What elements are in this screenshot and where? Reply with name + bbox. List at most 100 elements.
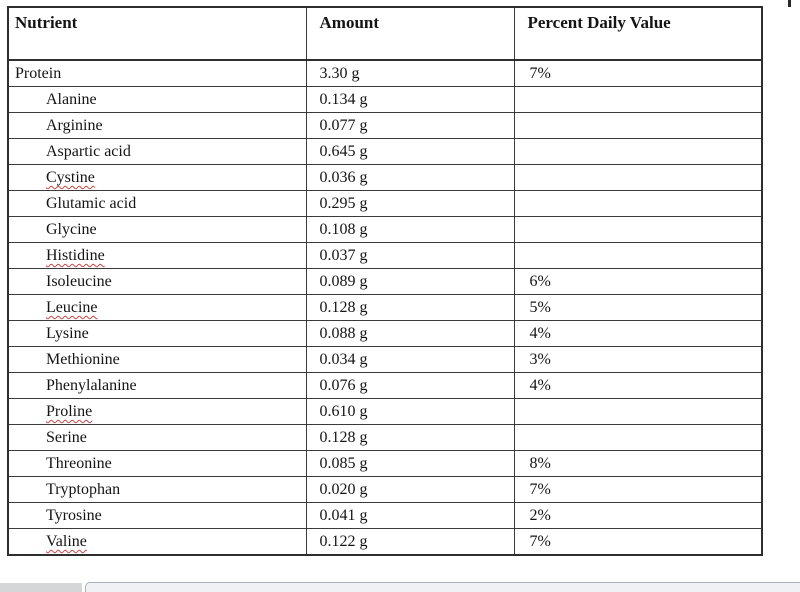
percent-cell: 8% xyxy=(513,450,763,477)
table-row: Threonine 0.085 g 8% xyxy=(7,450,763,477)
scrollbar-corner xyxy=(0,583,82,592)
percent-cell: 5% xyxy=(513,294,763,321)
column-header-amount: Amount xyxy=(305,6,515,61)
text-caret-mark xyxy=(788,0,791,7)
table-row: Valine 0.122 g 7% xyxy=(7,528,763,556)
percent-cell xyxy=(513,112,763,139)
nutrient-name: Proline xyxy=(46,403,93,420)
table-row: Cystine 0.036 g xyxy=(7,164,763,191)
table-row: Protein 3.30 g 7% xyxy=(7,59,763,87)
nutrient-name: Valine xyxy=(46,533,87,550)
percent-cell xyxy=(513,138,763,165)
percent-cell: 7% xyxy=(513,476,763,503)
nutrient-cell: Aspartic acid xyxy=(7,138,307,165)
percent-cell: 6% xyxy=(513,268,763,295)
percent-cell: 3% xyxy=(513,346,763,373)
amount-cell: 0.076 g xyxy=(305,372,515,399)
amount-cell: 0.128 g xyxy=(305,424,515,451)
table-row: Aspartic acid 0.645 g xyxy=(7,138,763,165)
nutrient-name: Histidine xyxy=(46,247,105,264)
nutrient-name: Lysine xyxy=(46,325,89,342)
nutrient-name: Isoleucine xyxy=(46,273,112,290)
table-header-row: Nutrient Amount Percent Daily Value xyxy=(7,6,763,61)
nutrient-cell: Valine xyxy=(7,528,307,556)
amount-cell: 0.034 g xyxy=(305,346,515,373)
nutrient-name: Arginine xyxy=(46,117,103,134)
nutrient-cell: Leucine xyxy=(7,294,307,321)
nutrient-name: Protein xyxy=(15,65,62,82)
table-row: Tryptophan 0.020 g 7% xyxy=(7,476,763,503)
percent-cell xyxy=(513,424,763,451)
nutrient-name: Alanine xyxy=(46,91,97,108)
table-row: Tyrosine 0.041 g 2% xyxy=(7,502,763,529)
bottom-scrollbar-strip xyxy=(0,580,800,592)
nutrient-cell: Methionine xyxy=(7,346,307,373)
nutrient-name: Serine xyxy=(46,429,87,446)
horizontal-scrollbar[interactable] xyxy=(85,582,800,592)
amount-cell: 0.295 g xyxy=(305,190,515,217)
percent-cell: 7% xyxy=(513,59,763,87)
amount-cell: 0.128 g xyxy=(305,294,515,321)
amount-cell: 0.041 g xyxy=(305,502,515,529)
nutrient-cell: Glutamic acid xyxy=(7,190,307,217)
table-row: Glutamic acid 0.295 g xyxy=(7,190,763,217)
nutrient-cell: Phenylalanine xyxy=(7,372,307,399)
nutrient-cell: Histidine xyxy=(7,242,307,269)
amount-cell: 0.077 g xyxy=(305,112,515,139)
nutrient-name: Tryptophan xyxy=(46,481,121,498)
table-row: Methionine 0.034 g 3% xyxy=(7,346,763,373)
table-row: Isoleucine 0.089 g 6% xyxy=(7,268,763,295)
amount-cell: 0.088 g xyxy=(305,320,515,347)
table-row: Lysine 0.088 g 4% xyxy=(7,320,763,347)
nutrient-cell: Tyrosine xyxy=(7,502,307,529)
table-row: Arginine 0.077 g xyxy=(7,112,763,139)
amount-cell: 0.036 g xyxy=(305,164,515,191)
amount-cell: 0.134 g xyxy=(305,86,515,113)
table-row: Alanine 0.134 g xyxy=(7,86,763,113)
amount-cell: 0.085 g xyxy=(305,450,515,477)
nutrient-cell: Tryptophan xyxy=(7,476,307,503)
percent-cell: 2% xyxy=(513,502,763,529)
nutrient-cell: Protein xyxy=(7,59,307,87)
amount-cell: 0.610 g xyxy=(305,398,515,425)
table-row: Phenylalanine 0.076 g 4% xyxy=(7,372,763,399)
nutrient-name: Tyrosine xyxy=(46,507,102,524)
percent-cell xyxy=(513,86,763,113)
column-header-nutrient: Nutrient xyxy=(7,6,307,61)
nutrient-cell: Threonine xyxy=(7,450,307,477)
nutrient-cell: Cystine xyxy=(7,164,307,191)
percent-cell xyxy=(513,190,763,217)
nutrient-cell: Arginine xyxy=(7,112,307,139)
nutrient-cell: Proline xyxy=(7,398,307,425)
percent-cell: 4% xyxy=(513,320,763,347)
nutrient-name: Aspartic acid xyxy=(46,143,131,160)
nutrient-name: Threonine xyxy=(46,455,112,472)
amount-cell: 0.108 g xyxy=(305,216,515,243)
nutrient-name: Glutamic acid xyxy=(46,195,137,212)
amount-cell: 0.020 g xyxy=(305,476,515,503)
table-row: Histidine 0.037 g xyxy=(7,242,763,269)
amount-cell: 0.645 g xyxy=(305,138,515,165)
nutrient-name: Cystine xyxy=(46,169,95,186)
table-body: Protein 3.30 g 7% Alanine 0.134 g Arginine 0.0… xyxy=(7,59,763,556)
nutrient-name: Methionine xyxy=(46,351,120,368)
nutrient-name: Phenylalanine xyxy=(46,377,137,394)
nutrient-name: Leucine xyxy=(46,299,98,316)
nutrient-cell: Serine xyxy=(7,424,307,451)
nutrient-cell: Glycine xyxy=(7,216,307,243)
nutrient-cell: Lysine xyxy=(7,320,307,347)
amount-cell: 3.30 g xyxy=(305,59,515,87)
percent-cell xyxy=(513,164,763,191)
column-header-percent-daily-value: Percent Daily Value xyxy=(513,6,763,61)
amount-cell: 0.122 g xyxy=(305,528,515,556)
table-row: Proline 0.610 g xyxy=(7,398,763,425)
nutrient-name: Glycine xyxy=(46,221,97,238)
amount-cell: 0.037 g xyxy=(305,242,515,269)
table-row: Leucine 0.128 g 5% xyxy=(7,294,763,321)
percent-cell xyxy=(513,216,763,243)
percent-cell xyxy=(513,242,763,269)
nutrition-table: Nutrient Amount Percent Daily Value Prot… xyxy=(7,6,763,556)
percent-cell: 7% xyxy=(513,528,763,556)
percent-cell xyxy=(513,398,763,425)
percent-cell: 4% xyxy=(513,372,763,399)
